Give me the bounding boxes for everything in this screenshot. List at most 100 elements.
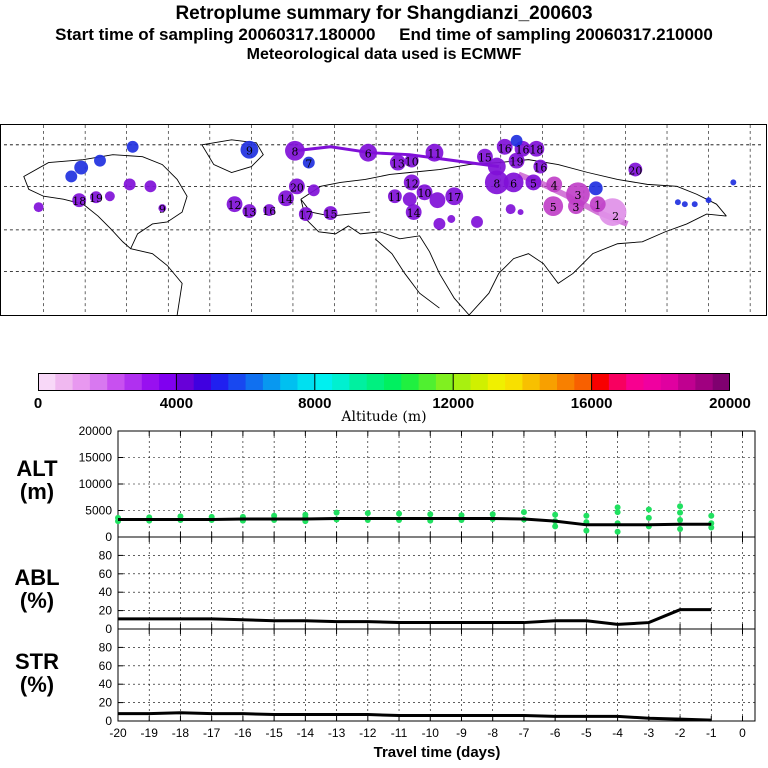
colorbar-swatch [159,373,177,391]
colorbar-swatch [107,373,125,391]
plume-cluster-marker [405,204,422,220]
colorbar-swatch [574,373,593,391]
y-tick-label: 40 [99,677,113,691]
colorbar-swatch [228,373,247,391]
x-tick-label: -18 [172,726,190,740]
plume-cluster-marker [510,134,523,147]
altitude-scatter-point [177,513,184,520]
plume-cluster-marker [104,191,115,202]
plume-cluster-marker [144,180,157,193]
y-tick-label: 0 [105,622,112,636]
cluster-number-label: 3 [573,201,580,214]
plume-cluster-marker [307,184,320,197]
altitude-scatter-point [708,512,715,519]
plume-cluster-marker [429,192,446,209]
colorbar-swatch [124,373,143,391]
x-tick-label: -15 [265,726,283,740]
colorbar-swatch [418,373,437,391]
colorbar-swatch [193,373,212,391]
y-tick-label: 10000 [79,477,113,491]
colorbar-swatch [435,373,454,391]
colorbar-swatch [678,373,696,391]
cluster-number-label: 20 [290,181,304,194]
altitude-scatter-point [333,509,340,516]
colorbar-tick-label: 20000 [709,395,751,412]
coastline [300,199,470,315]
cluster-number-label: 11 [388,191,402,204]
plume-cluster-marker [484,170,509,195]
cluster-number-label: 6 [510,177,517,190]
x-tick-label: -2 [675,726,686,740]
cluster-number-label: 18 [529,144,543,157]
altitude-scatter-point [489,511,496,518]
altitude-scatter-point [677,517,684,524]
alt-panel-label: ALT (m) [2,457,72,503]
plume-cluster-marker [263,204,276,217]
abl-line [118,608,712,626]
plume-cluster-marker [496,138,513,155]
cluster-number-label: 9 [246,145,253,158]
coastline [374,238,440,309]
colorbar-swatch [608,373,627,391]
colorbar-swatch [89,373,108,391]
altitude-scatter-point [677,503,684,510]
plume-cluster-marker [477,148,493,165]
altitude-scatter-point [708,524,715,531]
abl-label-line1: ABL [14,565,60,590]
altitude-scatter-point [614,504,621,511]
y-tick-label: 20 [99,696,113,710]
y-tick-label: 20 [99,604,113,618]
plume-cluster-marker [528,140,545,157]
colorbar-swatch [487,373,506,391]
plume-cluster-marker [471,216,483,228]
y-tick-label: 20000 [79,425,113,438]
x-tick-label: -1 [706,726,717,740]
y-tick-label: 40 [99,585,113,599]
colorbar-swatch [72,373,91,391]
x-tick-label: -10 [422,726,440,740]
plume-cluster-marker [240,140,259,159]
plume-cluster-marker [589,196,606,213]
coastline [468,213,727,315]
plume-cluster-marker [588,181,603,196]
cluster-number-label: 20 [628,164,642,177]
plume-cluster-marker [323,206,338,220]
colorbar-swatch [297,373,316,391]
cluster-number-label: 16 [533,162,547,175]
coastline [130,248,183,315]
cluster-number-label: 4 [551,179,558,192]
cluster-number-label: 3 [574,189,581,202]
plume-cluster-marker [447,215,456,223]
cluster-number-label: 2 [612,210,619,223]
plume-cluster-marker [681,201,688,208]
colorbar-swatch [332,373,350,391]
altitude-scatter-point [552,523,559,530]
cluster-number-label: 19 [89,192,103,205]
colorbar-swatch [141,373,160,391]
colorbar-tick-label: 16000 [570,395,613,412]
x-tick-label: -6 [550,726,561,740]
altitude-scatter-point [302,511,309,518]
y-tick-label: 80 [99,548,113,562]
plume-cluster-marker [403,174,420,191]
cluster-number-label: 16 [498,143,512,156]
plume-cluster-marker [445,187,464,206]
plume-cluster-marker [158,204,167,213]
cluster-number-label: 6 [365,148,372,161]
y-tick-label: 80 [99,640,113,654]
x-tick-label: -11 [391,726,408,740]
colorbar-swatch [55,373,74,391]
plume-cluster-marker [674,199,681,206]
altitude-scatter-point [645,506,652,513]
cluster-number-label: 5 [530,177,537,190]
altitude-scatter-point [364,510,371,517]
altitude-scatter-point [427,511,434,518]
alt-line [118,516,712,527]
colorbar-swatch [314,373,333,391]
colorbar-swatch [280,373,298,391]
altitude-scatter-point [552,511,559,518]
colorbar-swatch [38,373,56,391]
altitude-scatter-point [677,526,684,533]
altitude-scatter-point [271,512,278,519]
colorbar-swatch [384,373,402,391]
